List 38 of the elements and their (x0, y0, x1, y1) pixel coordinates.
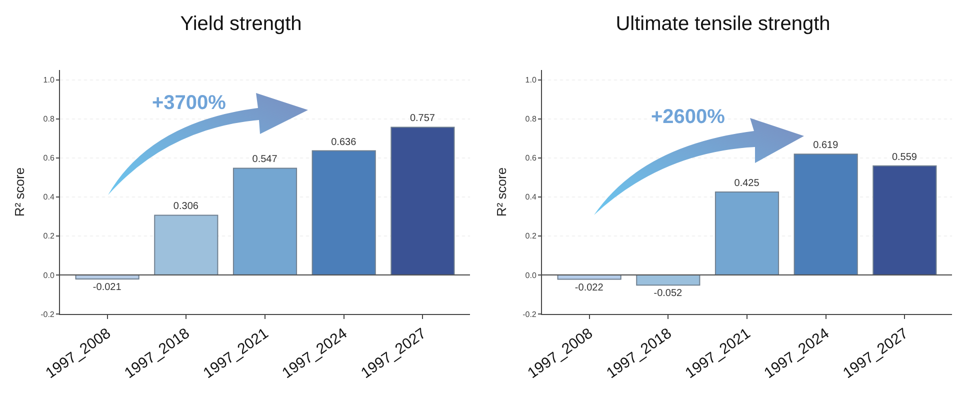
y-tick-label: 1.0 (525, 76, 537, 85)
data-label: 0.757 (410, 113, 436, 124)
data-label: -0.021 (92, 282, 122, 294)
y-tick-label: -0.2 (522, 310, 537, 319)
y-tick-label: 1.0 (43, 76, 55, 85)
bar (794, 154, 858, 276)
y-axis-title: R² score (12, 167, 27, 217)
data-label: 0.559 (892, 152, 918, 163)
chart-title: Ultimate tensile strength (616, 13, 830, 36)
bar (390, 126, 455, 276)
y-axis-title: R² score (494, 167, 509, 217)
y-tick-label: 0.6 (43, 154, 55, 163)
data-label: 0.425 (734, 178, 760, 189)
bar (312, 150, 376, 276)
bar (154, 214, 218, 276)
bar (714, 192, 780, 276)
data-label: -0.022 (574, 282, 604, 294)
bar (636, 274, 700, 286)
y-tick-label: 0.2 (43, 232, 55, 241)
data-label: 0.547 (252, 154, 278, 166)
annotation: +2600% (651, 106, 726, 128)
y-tick-label: 0.6 (525, 154, 537, 163)
y-tick-label: 0.2 (525, 232, 537, 241)
bar (872, 165, 937, 276)
data-label: 0.619 (813, 140, 839, 152)
y-tick-label: 0.0 (43, 270, 55, 280)
chart-title: Yield strength (180, 13, 302, 36)
data-label: 0.306 (173, 201, 199, 212)
annotation: +3700% (152, 92, 226, 114)
bar (232, 168, 298, 276)
y-tick-label: 0.0 (525, 270, 537, 280)
y-tick-label: -0.2 (40, 310, 55, 319)
y-tick-label: 0.8 (525, 114, 537, 124)
data-label: 0.636 (331, 136, 357, 148)
y-tick-label: 0.4 (43, 192, 55, 202)
data-label: -0.052 (654, 288, 683, 300)
y-tick-label: 0.8 (43, 114, 55, 124)
y-tick-label: 0.4 (525, 192, 537, 202)
